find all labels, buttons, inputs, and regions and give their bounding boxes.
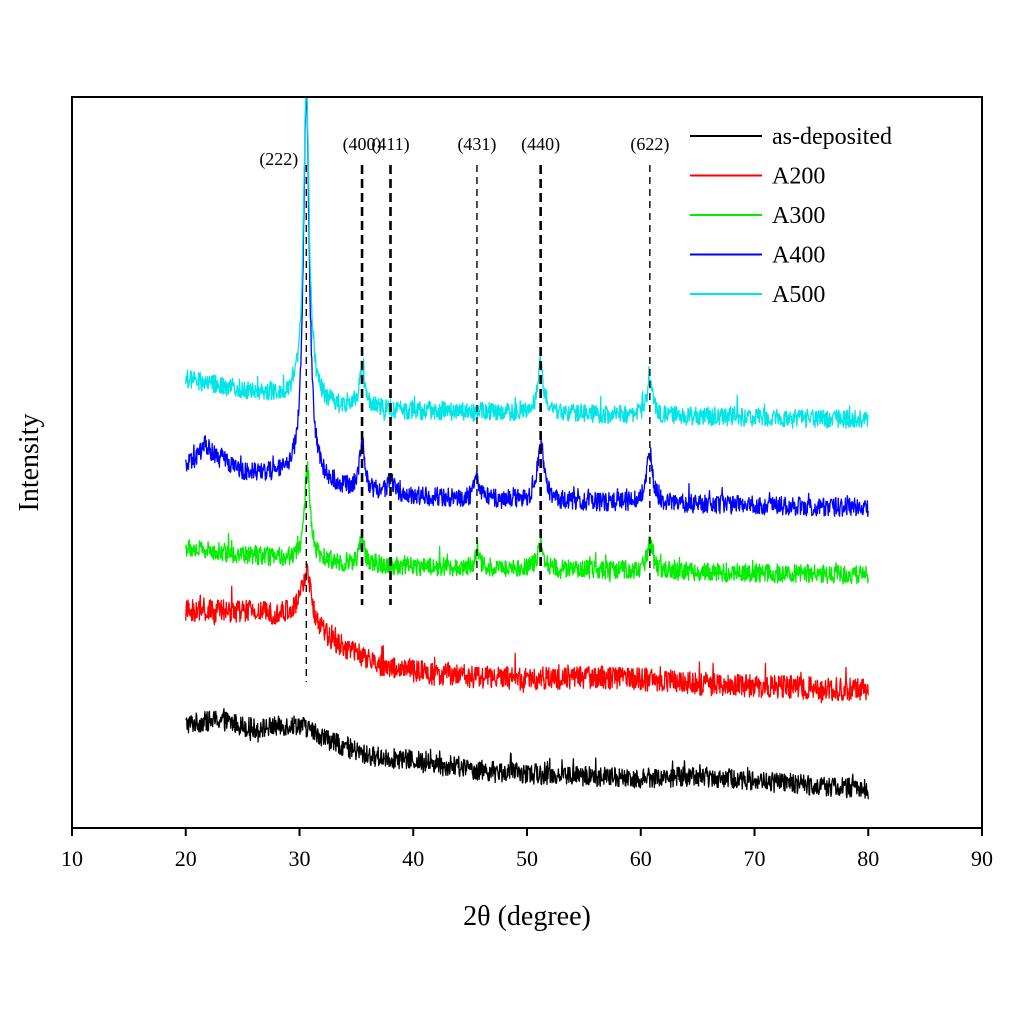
y-axis-title: Intensity bbox=[14, 414, 45, 512]
peak-label: (222) bbox=[259, 149, 298, 170]
x-axis: 10 20 30 40 50 60 70 80 90 bbox=[61, 828, 993, 871]
peak-marker-layer: (222) (400)(411) (431) (440) (622) bbox=[259, 134, 669, 682]
peak-label: (400) bbox=[343, 134, 382, 155]
x-tick-label: 70 bbox=[744, 846, 766, 871]
legend: as-deposited A200 A300 A400 A500 bbox=[690, 124, 892, 308]
peak-label: (440) bbox=[521, 134, 560, 155]
series-line-a400 bbox=[185, 96, 869, 518]
x-tick-label: 30 bbox=[289, 846, 311, 871]
legend-label: A200 bbox=[772, 164, 825, 190]
legend-label: A300 bbox=[772, 203, 825, 229]
x-axis-title: 2θ (degree) bbox=[463, 901, 591, 932]
peak-label: (411) bbox=[371, 134, 409, 155]
series-line-a200 bbox=[185, 563, 869, 704]
x-tick-label: 80 bbox=[857, 846, 879, 871]
x-tick-label: 50 bbox=[516, 846, 538, 871]
x-tick-label: 60 bbox=[630, 846, 652, 871]
x-tick-label: 20 bbox=[175, 846, 197, 871]
legend-label: A400 bbox=[772, 243, 825, 269]
x-tick-label: 90 bbox=[971, 846, 993, 871]
plot-layer bbox=[185, 96, 869, 800]
x-tick-label: 40 bbox=[402, 846, 424, 871]
series-line-a500 bbox=[185, 96, 869, 429]
x-tick-label: 10 bbox=[61, 846, 83, 871]
series-line-as-deposited bbox=[185, 708, 869, 800]
series-line-a300 bbox=[185, 460, 869, 585]
peak-label: (431) bbox=[457, 134, 496, 155]
legend-label: as-deposited bbox=[772, 124, 892, 150]
legend-label: A500 bbox=[772, 282, 825, 308]
peak-label: (622) bbox=[630, 134, 669, 155]
